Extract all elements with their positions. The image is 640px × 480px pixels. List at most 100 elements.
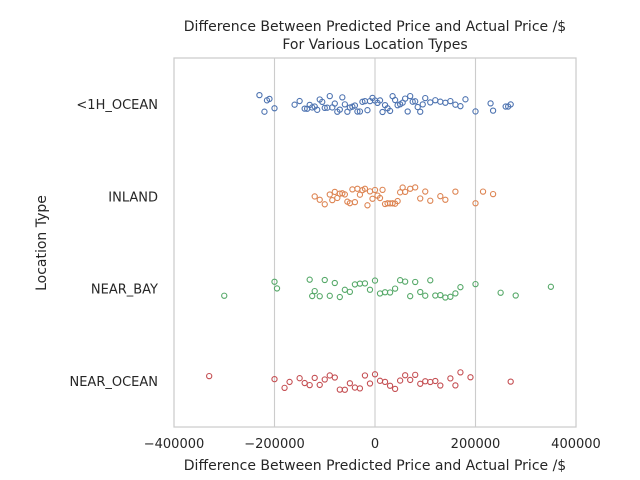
data-point <box>547 283 555 290</box>
data-point <box>221 292 228 299</box>
data-point <box>341 191 348 198</box>
data-point <box>256 91 263 99</box>
data-point <box>379 186 386 194</box>
data-point <box>386 107 394 115</box>
data-point <box>427 378 434 386</box>
data-point <box>489 190 497 198</box>
data-point <box>467 374 474 381</box>
data-point <box>273 285 281 292</box>
data-point <box>437 291 444 299</box>
data-point <box>356 385 364 392</box>
data-point <box>321 376 328 383</box>
data-point <box>417 380 424 387</box>
data-point <box>452 101 459 108</box>
y-tick-label: <1H_OCEAN <box>76 98 158 113</box>
data-point <box>507 378 514 385</box>
data-point <box>301 105 308 112</box>
data-point <box>404 108 411 115</box>
data-point <box>309 292 316 300</box>
data-point <box>321 276 328 284</box>
data-point <box>371 186 379 194</box>
data-point <box>457 103 464 110</box>
data-point <box>316 293 323 300</box>
chart-title-line-2: For Various Location Types <box>282 37 467 53</box>
data-point <box>319 98 326 106</box>
data-point <box>271 278 278 285</box>
data-point <box>361 185 369 192</box>
data-point <box>271 376 278 383</box>
data-point <box>316 196 323 203</box>
data-point <box>422 188 429 195</box>
data-point <box>351 384 359 391</box>
data-point <box>321 104 328 112</box>
data-point <box>376 194 384 202</box>
x-tick-label: 400000 <box>551 437 601 452</box>
data-point <box>497 289 504 296</box>
x-axis-label: Difference Between Predicted Price and A… <box>184 458 566 474</box>
y-tick-label: NEAR_OCEAN <box>69 375 158 390</box>
data-point <box>412 98 419 105</box>
data-point <box>427 197 434 204</box>
data-point <box>206 372 213 380</box>
data-point <box>414 103 421 111</box>
data-point <box>364 202 371 209</box>
x-tick-labels: −400000 −200000 0 200000 400000 <box>144 437 601 452</box>
data-point <box>412 184 419 191</box>
data-point <box>314 106 321 113</box>
data-point <box>311 287 318 295</box>
data-point <box>371 277 379 284</box>
y-axis-label: Location Type <box>34 195 50 291</box>
data-point <box>472 280 479 288</box>
data-point <box>422 292 429 299</box>
data-point <box>321 201 328 208</box>
data-point <box>407 185 414 192</box>
data-point <box>437 98 444 105</box>
data-point <box>462 96 469 103</box>
data-point <box>331 374 338 381</box>
data-point <box>326 292 333 299</box>
x-tick-label: −400000 <box>144 437 205 452</box>
data-point <box>329 196 336 204</box>
data-point <box>412 278 419 286</box>
data-point <box>341 286 348 293</box>
data-point <box>489 107 497 114</box>
data-point <box>457 284 464 291</box>
data-point <box>381 289 389 296</box>
data-point <box>371 371 379 378</box>
x-tick-label: 0 <box>371 437 379 452</box>
data-point <box>376 290 384 297</box>
data-point <box>457 369 464 376</box>
chart-title-line-1: Difference Between Predicted Price and A… <box>184 19 566 35</box>
data-point <box>351 281 359 288</box>
data-point <box>366 188 374 195</box>
data-point <box>271 105 278 112</box>
data-point <box>512 292 519 299</box>
data-point <box>452 290 459 297</box>
data-point <box>389 200 396 207</box>
data-point <box>412 371 419 379</box>
data-point <box>281 384 288 391</box>
data-point <box>442 294 449 301</box>
data-point <box>432 97 439 104</box>
y-tick-labels: <1H_OCEAN INLAND NEAR_BAY NEAR_OCEAN <box>69 98 158 390</box>
data-point <box>331 188 338 196</box>
data-point <box>386 382 394 389</box>
data-point <box>261 108 268 115</box>
data-point <box>286 378 293 386</box>
data-point <box>339 94 346 101</box>
data-point <box>341 101 348 108</box>
data-point <box>442 99 449 106</box>
data-point <box>394 197 401 205</box>
x-tick-label: 200000 <box>451 437 501 452</box>
data-point <box>432 292 439 299</box>
data-point <box>391 96 399 104</box>
data-point <box>396 377 404 384</box>
data-point <box>452 188 459 195</box>
data-point <box>401 278 409 285</box>
data-point <box>409 98 416 105</box>
data-point <box>401 188 409 195</box>
data-point <box>361 372 369 379</box>
data-point <box>364 107 371 114</box>
data-point <box>507 101 514 108</box>
